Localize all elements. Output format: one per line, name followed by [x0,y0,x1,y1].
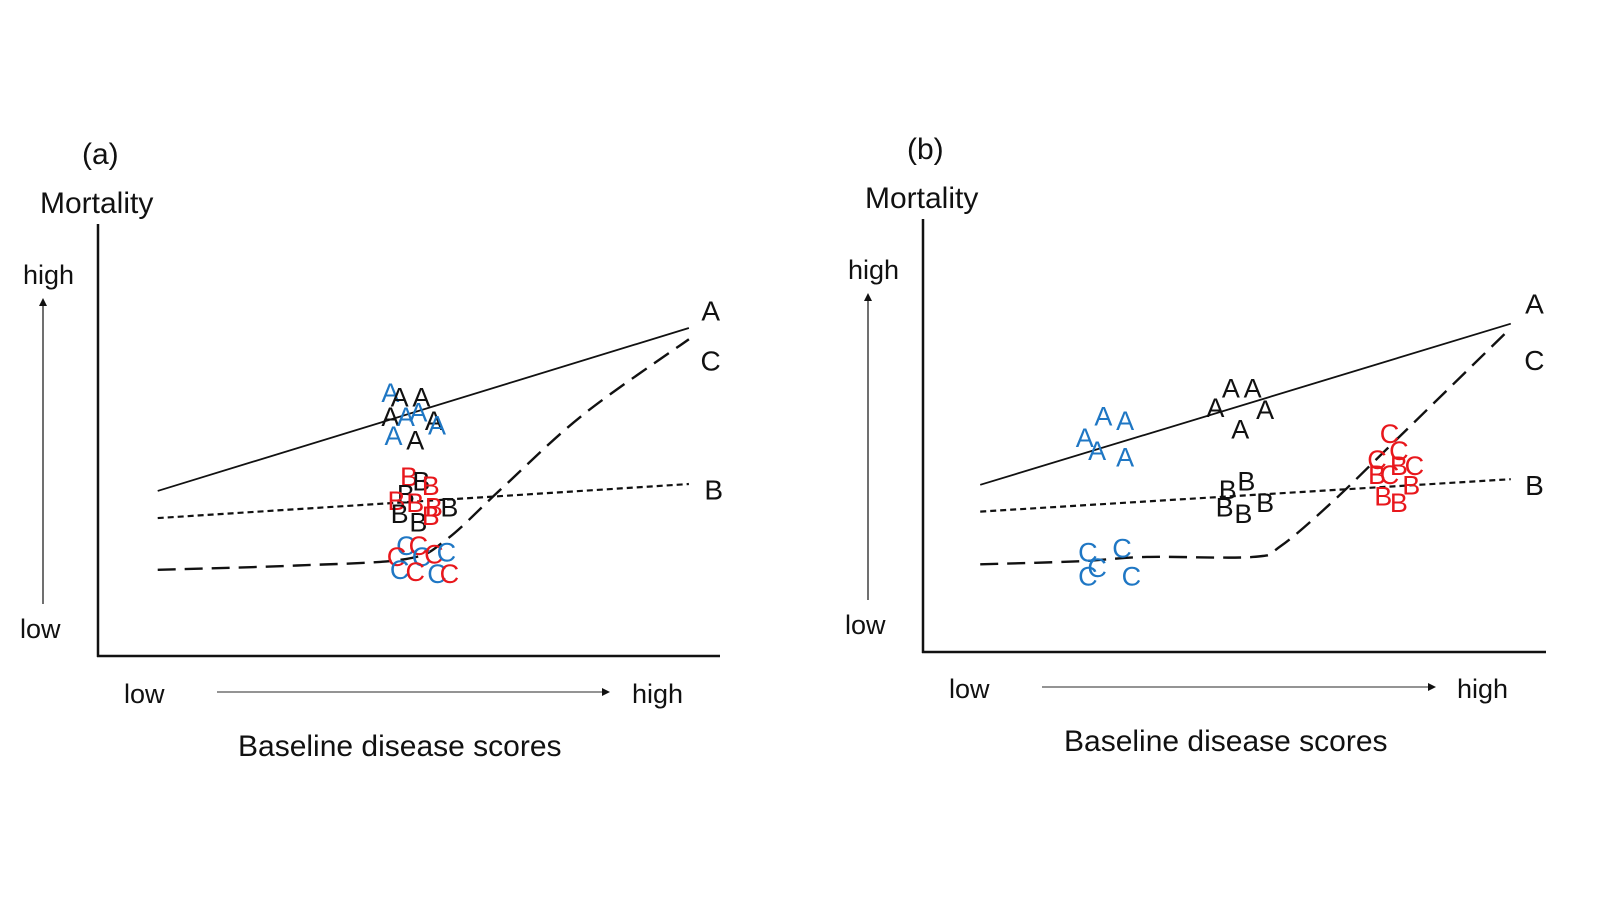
data-point-c-blue: C [427,559,447,589]
data-point-b-black: B [391,499,409,529]
line-label-b: B [1525,470,1544,501]
data-point-c-red: C [1380,419,1400,449]
data-point-c-blue: C [1087,553,1107,583]
line-label-b: B [704,475,723,506]
line-label-c: C [701,345,721,376]
data-point-c-blue: C [396,531,416,561]
y-tick-low: low [845,610,886,640]
end-label-layer: AC B [701,296,724,506]
data-point-c-red: C [387,542,407,572]
line-label-a: A [701,296,720,327]
data-point-b-red: B [1402,471,1420,501]
x-tick-low: low [949,674,990,704]
data-point-c-red: C [1380,460,1400,490]
data-point-b-black: B [1216,492,1234,522]
data-point-a-black: A [1231,415,1249,445]
data-point-b-red: B [1390,488,1408,518]
data-point-c-blue: C [1078,538,1098,568]
data-point-a-blue: A [1094,402,1112,432]
x-tick-high: high [632,679,683,709]
x-tick-low: low [124,679,165,709]
data-point-b-red: B [422,501,440,531]
data-point-a-blue: A [409,397,427,427]
data-point-a-black: A [391,382,409,412]
data-point-a-blue: A [384,421,402,451]
data-point-a-black: A [425,406,443,436]
data-point-a-black: A [412,382,430,412]
data-point-b-red: B [1368,460,1386,490]
data-point-b-red: B [388,486,406,516]
data-point-b-black: B [409,507,427,537]
series-line-b [980,478,1511,513]
series-line-a [157,327,690,492]
data-point-a-blue: A [1116,406,1134,436]
panel-label: (b) [907,133,944,166]
panel-label: (a) [82,138,119,171]
data-point-a-blue: A [397,402,415,432]
data-point-a-black: A [1206,393,1224,423]
end-label-layer: AC B [1524,289,1544,501]
data-point-a-blue: A [1116,443,1134,473]
data-point-c-blue: C [1112,533,1132,563]
data-point-a-blue: A [381,378,399,408]
data-point-c-red: C [424,540,444,570]
panel-a: (a) Mortality high low low high Baseline… [20,138,723,763]
data-point-a-black: A [1222,373,1240,403]
data-point-b-black: B [1234,499,1252,529]
x-axis-title: Baseline disease scores [1064,725,1388,758]
data-point-a-black: A [406,426,424,456]
data-point-c-red: C [409,531,429,561]
series-line-c [980,327,1512,566]
data-point-b-black: B [1237,466,1255,496]
data-point-a-black: A [1256,395,1274,425]
data-point-c-red: C [1389,436,1409,466]
y-tick-high: high [23,260,74,290]
data-point-c-blue: C [390,555,410,585]
data-point-a-blue: A [1076,423,1094,453]
data-point-c-red: C [440,559,460,589]
data-point-c-blue: C [437,538,457,568]
data-point-c-blue: C [412,542,432,572]
x-tick-high: high [1457,674,1508,704]
data-point-b-black: B [440,492,458,522]
data-point-a-blue: A [1088,436,1106,466]
data-point-b-red: B [422,471,440,501]
data-point-c-red: C [1405,451,1425,481]
data-point-b-red: B [1374,481,1392,511]
x-axis-title: Baseline disease scores [238,730,562,763]
line-label-a: A [1525,289,1544,320]
series-layer [979,322,1512,566]
series-layer [157,327,690,571]
data-point-b-black: B [1219,475,1237,505]
data-point-b-black: B [1256,488,1274,518]
panel-b: (b) Mortality high low low high Baseline… [845,133,1546,758]
data-point-b-black: B [412,466,430,496]
series-line-b [157,482,689,520]
data-point-b-red: B [400,462,418,492]
data-point-a-black: A [1244,373,1262,403]
line-label-c: C [1524,345,1544,376]
data-point-b-red: B [406,488,424,518]
data-point-a-blue: A [428,410,446,440]
data-point-c-red: C [405,557,425,587]
y-axis-title: Mortality [40,187,153,220]
data-point-a-black: A [381,402,399,432]
y-axis-title: Mortality [865,182,978,215]
data-point-c-blue: C [1078,561,1098,591]
y-tick-low: low [20,614,61,644]
y-tick-high: high [848,255,899,285]
data-point-c-blue: C [1122,561,1142,591]
data-point-b-black: B [397,479,415,509]
data-point-b-red: B [425,492,443,522]
series-line-a [979,322,1512,486]
data-point-c-red: C [1367,445,1387,475]
data-point-b-red: B [1390,451,1408,481]
